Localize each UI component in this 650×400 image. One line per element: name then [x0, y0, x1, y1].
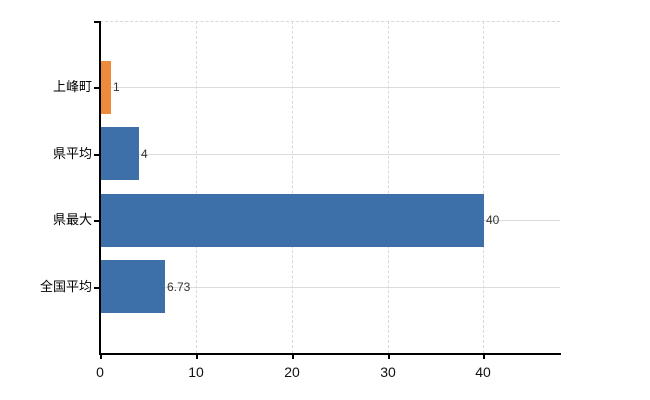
x-axis-tick	[196, 353, 198, 359]
x-axis	[99, 353, 561, 355]
x-axis-tick-label: 20	[284, 364, 300, 380]
x-axis-tick-label: 0	[96, 364, 104, 380]
y-axis-label: 上峰町	[52, 79, 92, 94]
y-axis-tick	[94, 154, 100, 156]
x-axis-tick	[388, 353, 390, 359]
gridline-vertical	[388, 21, 389, 353]
bar-value-label: 1	[113, 80, 120, 94]
x-axis-tick	[483, 353, 485, 359]
x-axis-tick	[292, 353, 294, 359]
gridline-horizontal	[101, 154, 560, 155]
gridline-horizontal	[101, 87, 560, 88]
y-axis-tick	[94, 287, 100, 289]
y-axis-label: 全国平均	[39, 279, 92, 294]
gridline-vertical	[196, 21, 197, 353]
y-axis-tick	[94, 220, 100, 222]
bar	[101, 61, 111, 114]
plot-top-border	[100, 21, 560, 22]
x-axis-tick-label: 30	[380, 364, 396, 380]
gridline-vertical	[483, 21, 484, 353]
y-axis-tick	[94, 87, 100, 89]
x-axis-tick-label: 10	[188, 364, 204, 380]
y-axis-top-tick	[94, 21, 100, 23]
x-axis-tick	[100, 353, 102, 359]
y-axis-label: 県最大	[52, 212, 92, 227]
bar	[101, 260, 165, 313]
bar	[101, 194, 484, 247]
bar-value-label: 4	[141, 147, 148, 161]
gridline-horizontal	[101, 287, 560, 288]
gridline-vertical	[292, 21, 293, 353]
y-axis	[99, 21, 101, 355]
bar-value-label: 40	[486, 213, 500, 227]
bar-value-label: 6.73	[167, 280, 191, 294]
bar	[101, 127, 139, 180]
y-axis-label: 県平均	[52, 146, 92, 161]
x-axis-tick-label: 40	[475, 364, 491, 380]
